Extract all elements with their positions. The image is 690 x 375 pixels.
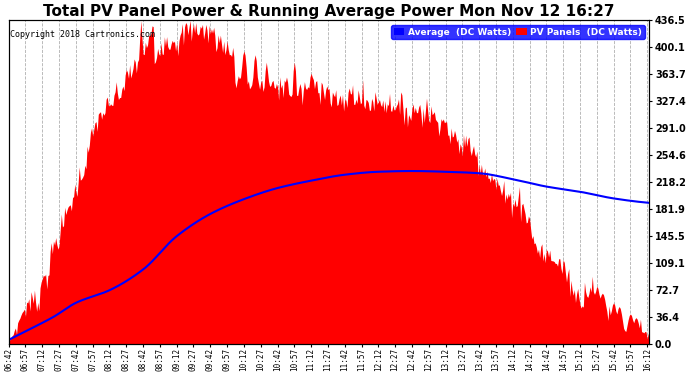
Legend: Average  (DC Watts), PV Panels  (DC Watts): Average (DC Watts), PV Panels (DC Watts): [391, 25, 645, 39]
Text: Copyright 2018 Cartronics.com: Copyright 2018 Cartronics.com: [10, 30, 155, 39]
Title: Total PV Panel Power & Running Average Power Mon Nov 12 16:27: Total PV Panel Power & Running Average P…: [43, 4, 615, 19]
